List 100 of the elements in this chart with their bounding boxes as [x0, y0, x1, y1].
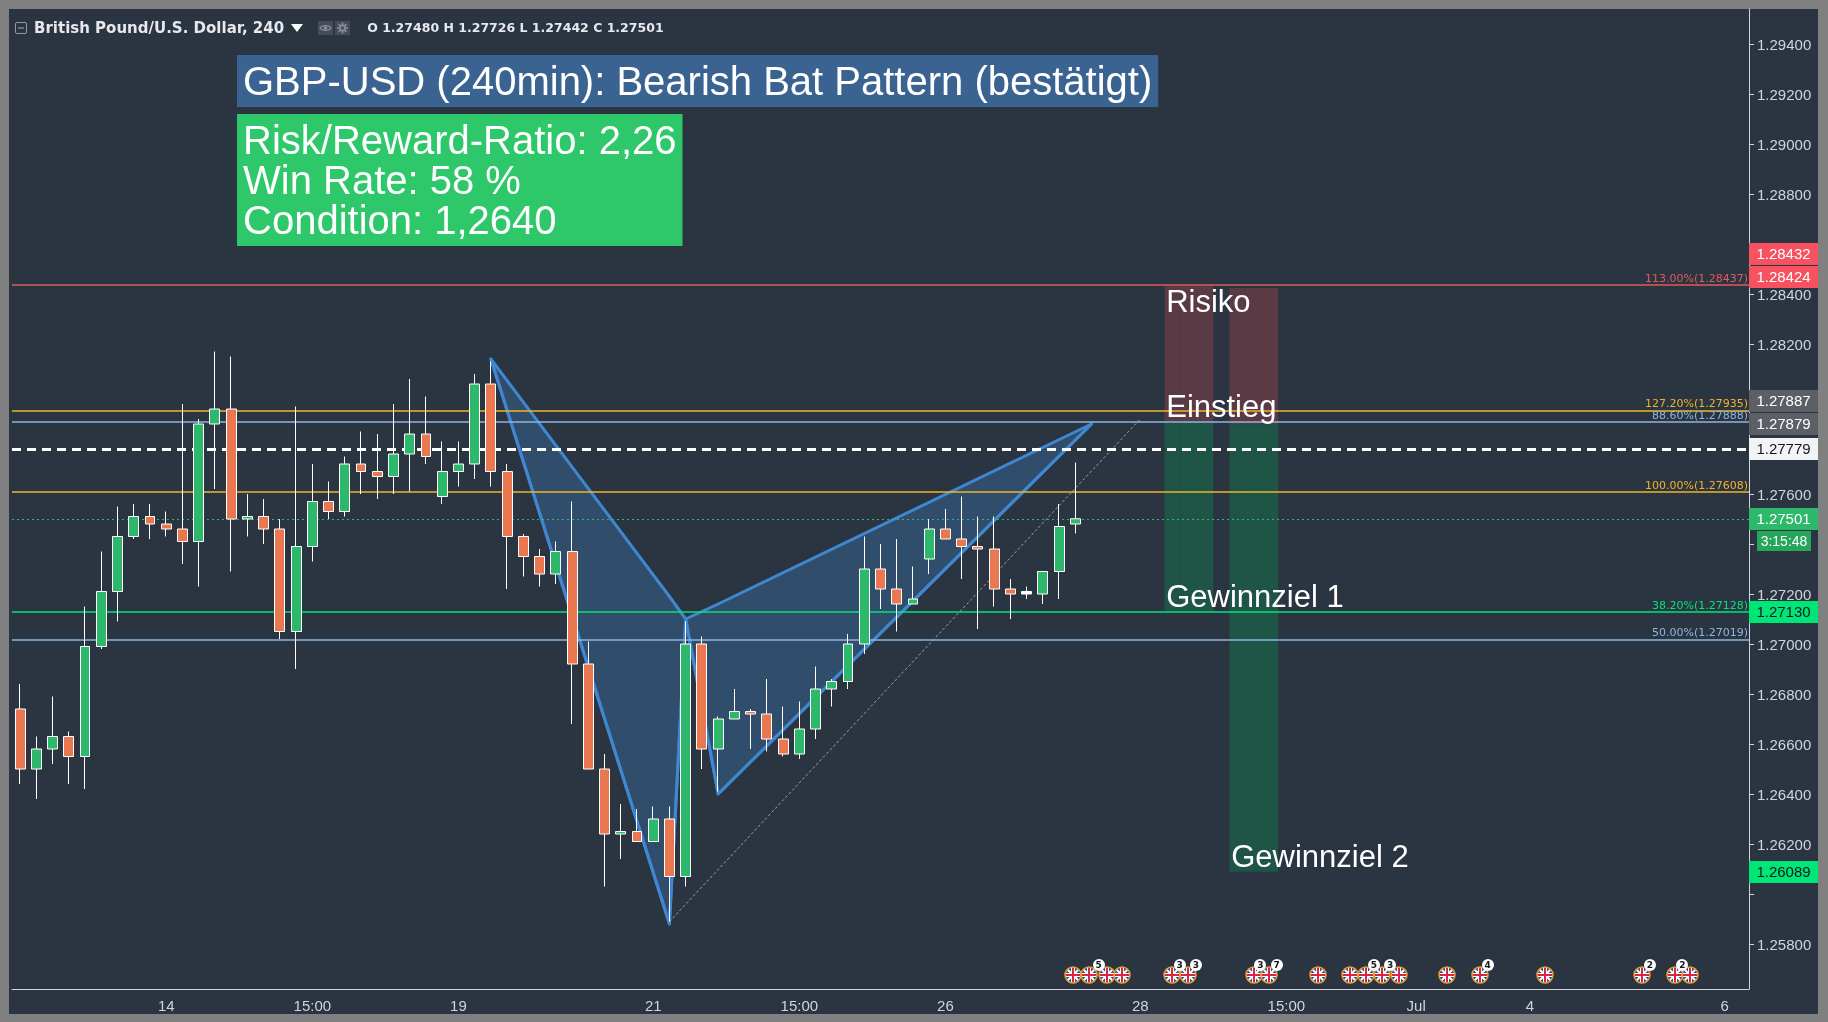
text: 1.27887 — [1749, 390, 1818, 413]
x-tick-label: 15:00 — [1267, 997, 1306, 1014]
candlestick — [778, 706, 789, 757]
candlestick — [161, 511, 172, 537]
candlestick — [80, 606, 90, 790]
candlestick — [713, 716, 724, 792]
candlestick — [550, 541, 561, 585]
y-tick-label: 1.28400 — [1757, 285, 1812, 303]
candlestick — [940, 508, 951, 540]
ref-line-label: 38.20%(1.27128) — [1651, 599, 1748, 612]
candlestick — [502, 463, 513, 590]
ref-line-label: 113.00%(1.28437) — [1644, 271, 1748, 285]
annotation: British Pound/U.S. Dollar, 240 — [34, 19, 285, 37]
annotation: 4 — [1481, 959, 1494, 971]
text: 3:15:48 — [1757, 530, 1811, 551]
annotation: 3 — [1254, 959, 1267, 971]
y-tick-label: 1.25800 — [1757, 935, 1812, 953]
y-tick-label: 1.27200 — [1757, 585, 1812, 603]
candlestick — [908, 566, 918, 605]
y-tick-label: 1.27600 — [1757, 485, 1812, 503]
x-tick-label: 28 — [1131, 997, 1149, 1014]
candlestick — [664, 806, 675, 922]
x-tick-label: 6 — [1720, 997, 1729, 1014]
y-tick-label: 1.26400 — [1757, 785, 1812, 803]
candlestick — [794, 701, 805, 760]
candlestick — [15, 683, 26, 785]
ref-line-label: 127.20%(1.27935) — [1644, 397, 1748, 411]
candlestick — [47, 696, 58, 765]
candlestick — [63, 731, 74, 785]
candlestick — [972, 516, 983, 630]
y-tick-label: 1.26200 — [1757, 835, 1812, 853]
candlestick — [1037, 571, 1048, 605]
candlestick — [615, 803, 626, 860]
candlestick — [258, 498, 269, 545]
candlestick — [875, 543, 886, 610]
candlestick — [729, 688, 740, 720]
y-tick-label: 1.28800 — [1757, 185, 1812, 203]
text: Risk/Reward-Ratio: 2,26 Win Rate: 58 % Condition: 1,2640 — [243, 118, 677, 242]
candlestick — [648, 806, 659, 842]
candlestick — [632, 808, 642, 842]
ref-line-label: 100.00%(1.27608) — [1644, 479, 1748, 492]
y-tick-label: 1.26600 — [1757, 735, 1812, 753]
candlestick — [274, 518, 285, 640]
annotation: O 1.27480 H 1.27726 L 1.27442 C 1.27501 — [367, 20, 664, 36]
text: 1.27501 — [1749, 507, 1818, 530]
candlestick — [891, 538, 902, 632]
candlestick — [859, 536, 870, 655]
text: 1.27779 — [1749, 438, 1818, 461]
text: GBP-USD (240min): Bearish Bat Pattern (bestätigt) — [243, 59, 1153, 103]
candlestick — [680, 621, 691, 887]
text: 1.27130 — [1749, 600, 1818, 623]
candlestick — [323, 481, 334, 520]
annotation: 7 — [1270, 959, 1283, 971]
ref-line-label: 50.00%(1.27019) — [1651, 626, 1748, 640]
candlestick — [989, 516, 1000, 607]
x-tick-label: 15:00 — [293, 997, 332, 1014]
annotation: 3 — [1189, 959, 1202, 971]
x-tick-label: 21 — [644, 997, 662, 1014]
candlestick — [599, 753, 610, 887]
y-tick-label: 1.29200 — [1757, 85, 1812, 103]
x-tick-label: 15:00 — [780, 997, 819, 1014]
candlestick — [761, 678, 772, 752]
annotation: 2 — [1676, 959, 1689, 971]
text: 1.26089 — [1749, 860, 1818, 883]
candlestick — [96, 551, 107, 650]
x-tick-label: Jul — [1406, 997, 1426, 1014]
annotation: 3 — [1173, 959, 1186, 971]
y-tick-label: 1.26800 — [1757, 685, 1812, 703]
candlestick — [31, 736, 42, 800]
y-tick-label: 1.29000 — [1757, 135, 1812, 153]
candlestick — [1005, 578, 1016, 620]
y-tick-label: 1.29400 — [1757, 35, 1812, 53]
ref-line-label: 88.60%(1.27888) — [1651, 409, 1748, 422]
annotation: Gewinnziel 1 — [1166, 578, 1344, 614]
candlestick — [567, 501, 578, 725]
candlestick — [534, 548, 545, 587]
y-tick-label: 1.28200 — [1757, 335, 1812, 353]
candlestick — [826, 678, 837, 707]
candlestick — [810, 666, 821, 740]
candlestick — [518, 533, 529, 577]
candlestick — [956, 496, 967, 580]
candlestick — [843, 633, 853, 690]
x-tick-label: 4 — [1525, 997, 1535, 1014]
x-tick-label: 14 — [157, 997, 175, 1014]
candlestick — [583, 641, 594, 770]
candlestick — [453, 441, 464, 487]
annotation: 5 — [1092, 959, 1105, 971]
candlestick — [696, 636, 707, 770]
text: 1.28432 — [1749, 242, 1818, 265]
annotation: 2 — [1643, 959, 1656, 971]
candlestick — [339, 456, 350, 517]
annotation: 3 — [1384, 959, 1397, 971]
annotation: Risiko — [1166, 284, 1251, 319]
text: 1.28424 — [1756, 267, 1811, 285]
x-tick-label: 26 — [937, 997, 954, 1014]
annotation: 5 — [1368, 959, 1380, 971]
text: 1.27879 — [1749, 413, 1818, 436]
candlestick — [1021, 586, 1032, 600]
candlestick — [745, 708, 756, 750]
y-tick-label: 1.27000 — [1757, 635, 1812, 653]
